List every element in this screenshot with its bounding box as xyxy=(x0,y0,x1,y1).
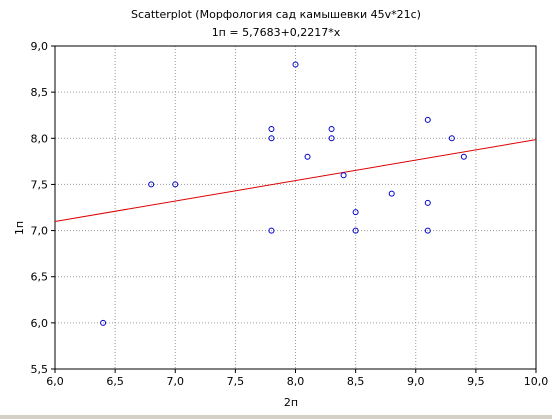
data-point-10 xyxy=(340,172,347,179)
data-point-2 xyxy=(172,181,179,188)
data-point-8 xyxy=(328,126,335,133)
x-tick-label-8: 10,0 xyxy=(524,375,549,388)
y-tick-label-1: 6,0 xyxy=(31,317,49,330)
x-tick-label-3: 7,5 xyxy=(227,375,245,388)
data-point-17 xyxy=(448,135,455,142)
tick-labels: 6,0 6,5 7,0 7,5 8,0 8,5 9,0 9,5 10,05,56,06,57,0… xyxy=(31,40,549,388)
x-tick-label-7: 9,5 xyxy=(467,375,485,388)
plot-border xyxy=(54,45,537,370)
y-tick-label-7: 9,0 xyxy=(31,40,49,53)
data-point-18 xyxy=(460,153,467,160)
x-tick-label-5: 8,5 xyxy=(347,375,365,388)
y-tick-label-5: 8,0 xyxy=(31,132,49,145)
data-point-0 xyxy=(100,319,107,326)
x-tick-label-4: 8,0 xyxy=(287,375,305,388)
data-point-7 xyxy=(304,153,311,160)
x-tick-label-6: 9,0 xyxy=(407,375,425,388)
data-point-16 xyxy=(424,227,431,234)
y-tick-label-6: 8,5 xyxy=(31,86,49,99)
x-axis-label: 2п xyxy=(284,396,298,409)
regression-line xyxy=(54,139,537,222)
data-point-4 xyxy=(268,135,275,142)
y-tick-label-3: 7,0 xyxy=(31,225,49,238)
regression-line-group xyxy=(54,139,537,222)
data-point-1 xyxy=(148,181,155,188)
data-point-3 xyxy=(268,126,275,133)
x-tick-label-0: 6,0 xyxy=(46,375,64,388)
data-point-15 xyxy=(424,199,431,206)
y-tick-label-0: 5,5 xyxy=(31,363,49,376)
data-point-9 xyxy=(328,135,335,142)
y-axis-label: 1п xyxy=(13,221,26,235)
data-point-5 xyxy=(268,227,275,234)
y-tick-label-2: 6,5 xyxy=(31,271,49,284)
y-tick-label-4: 7,5 xyxy=(31,178,49,191)
chart-title: Scatterplot (Морфология сад камышевки 45… xyxy=(131,8,421,21)
x-tick-label-1: 6,5 xyxy=(106,375,124,388)
data-point-13 xyxy=(388,190,395,197)
chart-subtitle: 1п = 5,7683+0,2217*x xyxy=(212,26,341,39)
data-point-12 xyxy=(352,227,359,234)
data-points xyxy=(100,61,467,326)
data-point-14 xyxy=(424,116,431,123)
plot-frame xyxy=(51,45,537,373)
x-tick-label-2: 7,0 xyxy=(167,375,185,388)
data-point-11 xyxy=(352,209,359,216)
data-point-6 xyxy=(292,61,299,68)
grid-lines xyxy=(55,46,536,369)
